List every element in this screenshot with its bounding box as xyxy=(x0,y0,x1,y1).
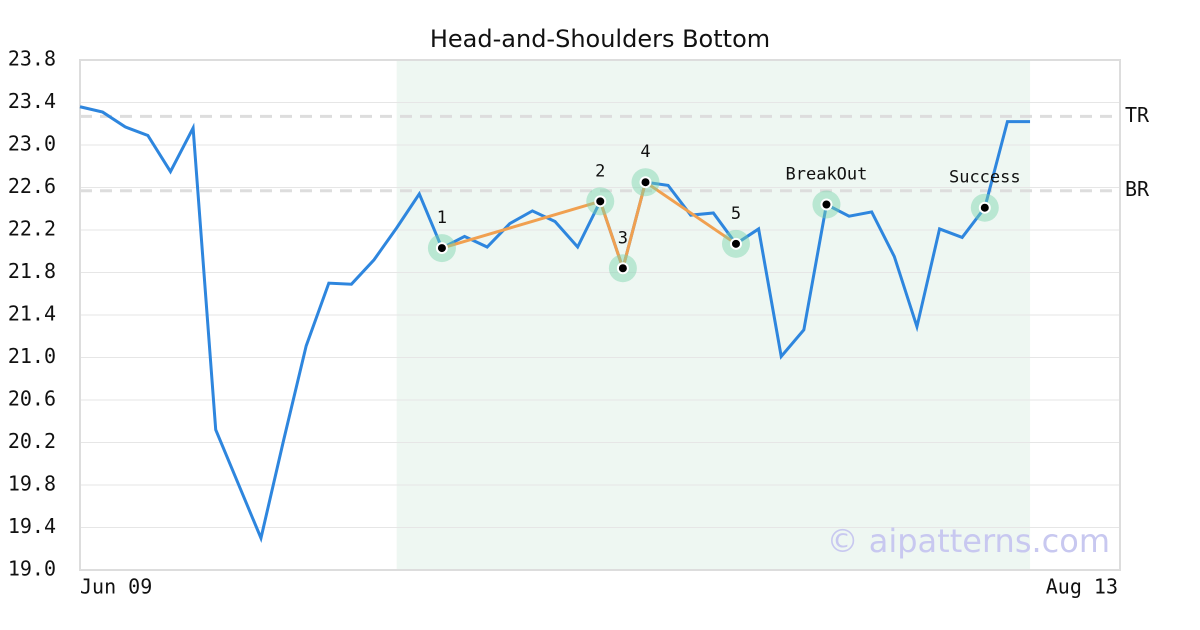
y-tick-label: 22.2 xyxy=(8,217,56,241)
point-label: 2 xyxy=(595,161,605,181)
point-marker xyxy=(616,262,629,275)
level-label: TR xyxy=(1125,103,1150,127)
y-tick-label: 20.6 xyxy=(8,387,56,411)
y-tick-label: 21.4 xyxy=(8,302,56,326)
point-marker xyxy=(639,176,652,189)
y-tick-label: 23.8 xyxy=(8,47,56,71)
y-tick-label: 23.0 xyxy=(8,132,56,156)
point-label: 1 xyxy=(437,208,447,228)
point-marker xyxy=(729,237,742,250)
point-label: BreakOut xyxy=(786,165,868,185)
level-label: BR xyxy=(1125,177,1150,201)
point-marker xyxy=(435,242,448,255)
point-label: 5 xyxy=(731,204,741,224)
watermark: © aipatterns.com xyxy=(827,522,1110,560)
y-tick-label: 19.4 xyxy=(8,514,56,538)
y-tick-label: 19.0 xyxy=(8,557,56,581)
point-label: Success xyxy=(949,168,1021,188)
x-tick-label: Jun 09 xyxy=(80,575,152,599)
price-line xyxy=(79,105,1031,544)
y-tick-label: 21.8 xyxy=(8,259,56,283)
y-tick-label: 20.2 xyxy=(8,429,56,453)
point-label: 3 xyxy=(618,228,628,248)
y-tick-label: 22.6 xyxy=(8,174,56,198)
y-tick-label: 23.4 xyxy=(8,89,56,113)
point-label: 4 xyxy=(640,142,650,162)
chart-title: Head-and-Shoulders Bottom xyxy=(430,25,770,53)
point-marker xyxy=(978,201,991,214)
point-marker xyxy=(594,195,607,208)
y-tick-label: 19.8 xyxy=(8,472,56,496)
plot-frame xyxy=(79,59,1121,571)
x-tick-label: Aug 13 xyxy=(1046,575,1118,599)
point-marker xyxy=(820,198,833,211)
y-tick-label: 21.0 xyxy=(8,344,56,368)
